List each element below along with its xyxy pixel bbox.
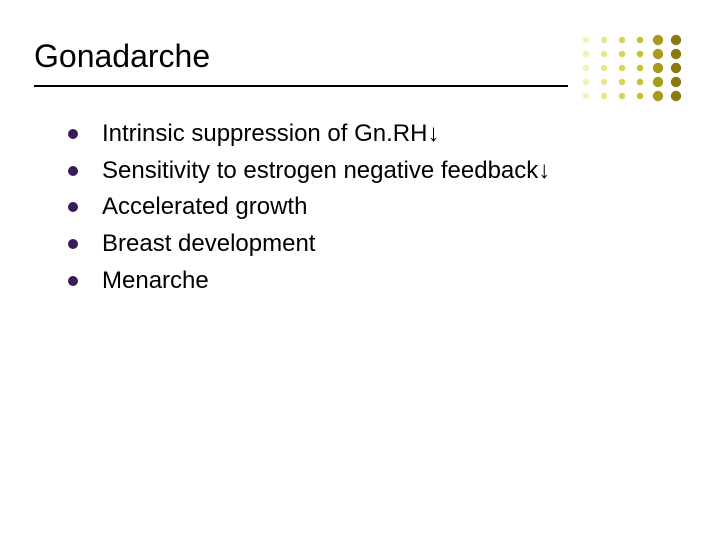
title-row: Gonadarche bbox=[34, 38, 686, 87]
list-item-text: Sensitivity to estrogen negative feedbac… bbox=[102, 156, 550, 187]
list-item: Accelerated growth bbox=[68, 192, 686, 223]
list-item: Intrinsic suppression of Gn.RH↓ bbox=[68, 119, 686, 150]
bullet-icon bbox=[68, 166, 78, 176]
list-item: Breast development bbox=[68, 229, 686, 260]
list-item: Menarche bbox=[68, 266, 686, 297]
list-item-text: Intrinsic suppression of Gn.RH↓ bbox=[102, 119, 439, 150]
list-item-text: Accelerated growth bbox=[102, 192, 307, 223]
bullet-icon bbox=[68, 239, 78, 249]
bullet-icon bbox=[68, 202, 78, 212]
title-underline bbox=[34, 85, 568, 87]
slide-title: Gonadarche bbox=[34, 38, 210, 75]
slide-body: Intrinsic suppression of Gn.RH↓ Sensitiv… bbox=[34, 119, 686, 297]
list-item: Sensitivity to estrogen negative feedbac… bbox=[68, 156, 686, 187]
slide: Gonadarche Intrinsic suppression of Gn.R… bbox=[0, 0, 720, 540]
list-item-text: Breast development bbox=[102, 229, 315, 260]
bullet-icon bbox=[68, 129, 78, 139]
bullet-icon bbox=[68, 276, 78, 286]
list-item-text: Menarche bbox=[102, 266, 209, 297]
